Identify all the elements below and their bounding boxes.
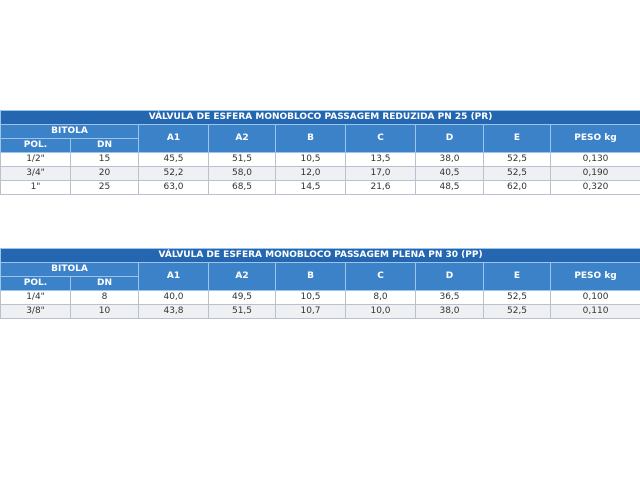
column-header: A2 [208,262,276,291]
data-table: VÁLVULA DE ESFERA MONOBLOCO PASSAGEM PLE… [0,248,640,319]
title-row: VÁLVULA DE ESFERA MONOBLOCO PASSAGEM RED… [0,110,640,125]
cell: 38,0 [415,304,484,319]
column-header: D [415,124,484,153]
column-header: A2 [208,124,276,153]
cell: 10,7 [275,304,346,319]
data-row: 1/4" 8 40,0 49,5 10,5 8,0 36,5 52,5 0,100 [0,290,640,305]
cell: 36,5 [415,290,484,305]
cell: 62,0 [483,180,551,195]
cell: 58,0 [208,166,276,181]
column-header: POL. [0,276,71,291]
cell: 48,5 [415,180,484,195]
column-header: POL. [0,138,71,153]
cell: 10,5 [275,152,346,167]
cell: 10,0 [345,304,416,319]
table-1: VÁLVULA DE ESFERA MONOBLOCO PASSAGEM RED… [0,110,640,195]
group-header: BITOLA [0,262,139,277]
cell: 0,100 [549,290,640,305]
column-header: B [275,262,346,291]
cell: 8,0 [345,290,416,305]
table-2: VÁLVULA DE ESFERA MONOBLOCO PASSAGEM PLE… [0,248,640,319]
cell: 21,6 [345,180,416,195]
cell: 1/4" [0,290,71,305]
data-row: 1/2" 15 45,5 51,5 10,5 13,5 38,0 52,5 0,130 [0,152,640,167]
cell: 1" [0,180,71,195]
column-header: DN [70,138,139,153]
cell: 49,5 [208,290,276,305]
title-row: VÁLVULA DE ESFERA MONOBLOCO PASSAGEM PLE… [0,248,640,263]
column-header: A1 [138,262,209,291]
cell: 15 [70,152,139,167]
cell: 43,8 [138,304,209,319]
header-row: BITOLA A1 A2 B C D E PESO kg [0,124,640,153]
header-row: BITOLA A1 A2 B C D E PESO kg [0,262,640,291]
cell: 52,5 [483,290,551,305]
table-title: VÁLVULA DE ESFERA MONOBLOCO PASSAGEM RED… [0,110,640,125]
cell: 17,0 [345,166,416,181]
table-title: VÁLVULA DE ESFERA MONOBLOCO PASSAGEM PLE… [0,248,640,263]
cell: 0,190 [549,166,640,181]
column-header: C [345,124,416,153]
cell: 25 [70,180,139,195]
group-header: BITOLA [0,124,139,139]
column-header: B [275,124,346,153]
cell: 8 [70,290,139,305]
column-header: A1 [138,124,209,153]
column-header: DN [70,276,139,291]
cell: 40,0 [138,290,209,305]
column-header: D [415,262,484,291]
data-row: 3/8" 10 43,8 51,5 10,7 10,0 38,0 52,5 0,110 [0,304,640,319]
cell: 52,2 [138,166,209,181]
column-header: E [483,262,551,291]
cell: 14,5 [275,180,346,195]
column-header: PESO kg [549,124,640,153]
cell: 63,0 [138,180,209,195]
cell: 3/8" [0,304,71,319]
data-table: VÁLVULA DE ESFERA MONOBLOCO PASSAGEM RED… [0,110,640,195]
cell: 1/2" [0,152,71,167]
cell: 52,5 [483,166,551,181]
cell: 40,5 [415,166,484,181]
cell: 3/4" [0,166,71,181]
cell: 51,5 [208,152,276,167]
cell: 13,5 [345,152,416,167]
cell: 12,0 [275,166,346,181]
cell: 45,5 [138,152,209,167]
data-row: 3/4" 20 52,2 58,0 12,0 17,0 40,5 52,5 0,190 [0,166,640,181]
cell: 10 [70,304,139,319]
cell: 0,320 [549,180,640,195]
cell: 52,5 [483,152,551,167]
cell: 10,5 [275,290,346,305]
cell: 51,5 [208,304,276,319]
cell: 0,110 [549,304,640,319]
column-header: PESO kg [549,262,640,291]
data-row: 1" 25 63,0 68,5 14,5 21,6 48,5 62,0 0,320 [0,180,640,195]
column-header: E [483,124,551,153]
column-header: C [345,262,416,291]
cell: 68,5 [208,180,276,195]
cell: 52,5 [483,304,551,319]
header-row: POL. DN [0,138,640,153]
cell: 20 [70,166,139,181]
cell: 0,130 [549,152,640,167]
cell: 38,0 [415,152,484,167]
